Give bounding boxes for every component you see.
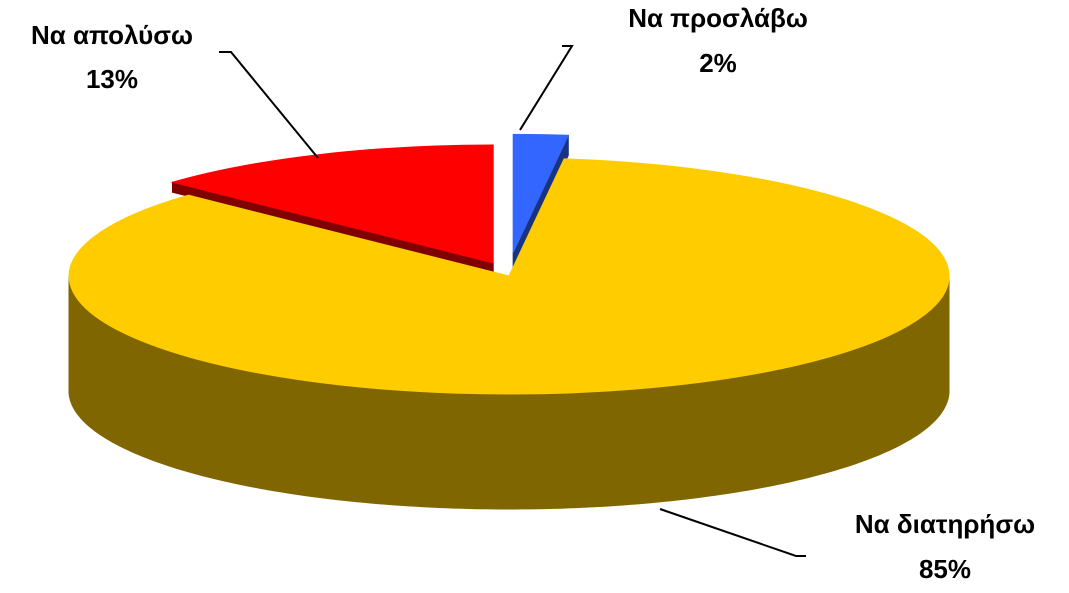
slice-value-label-0: 2%: [699, 48, 737, 78]
pie-slice-2: [170, 144, 494, 264]
leader-line-2: [219, 51, 319, 159]
slice-label-0: Να προσλάβω: [628, 3, 808, 33]
slice-label-2: Να απολύσω: [31, 20, 193, 50]
slice-label-1: Να διατηρήσω: [855, 509, 1035, 539]
pie-tops: [68, 133, 950, 395]
slice-value-label-1: 85%: [919, 554, 971, 584]
pie-labels: Να προσλάβω 2% Να διατηρήσω 85% Να απολύσω 13…: [31, 3, 1035, 584]
pie-slice-0: [512, 133, 570, 253]
leader-line-0: [519, 45, 574, 131]
slice-value-label-2: 13%: [86, 64, 138, 94]
pie-slice-1: [68, 158, 950, 395]
leader-line-1: [659, 508, 806, 557]
